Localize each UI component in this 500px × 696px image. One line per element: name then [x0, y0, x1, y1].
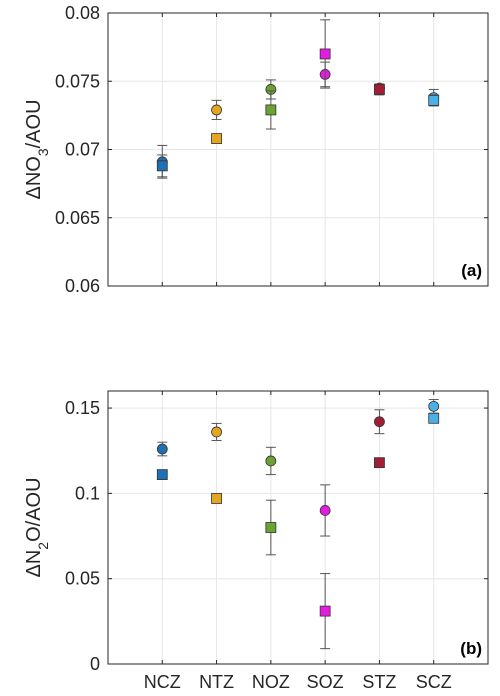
data-point-circle-ncz [156, 443, 168, 455]
data-point-circle-scz [428, 400, 440, 412]
y-tick-label: 0 [90, 654, 100, 674]
y-tick-label: 0.065 [55, 208, 100, 228]
axes-box [107, 390, 489, 665]
x-tick-label-stz: STZ [362, 672, 396, 692]
data-point-square-ncz [156, 469, 168, 481]
y-tick-label: 0.07 [65, 140, 100, 160]
data-point-circle-ntz [211, 104, 222, 116]
data-point-circle-noz [265, 455, 277, 467]
data-point-square-soz [319, 48, 331, 60]
data-point-square-stz [374, 84, 385, 95]
data-point-circle-soz [319, 505, 331, 516]
x-tick-label-ncz: NCZ [144, 672, 181, 692]
y-axis-label-rest: /AOU [23, 99, 45, 148]
y-axis-label-main: ΔN [23, 550, 45, 578]
data-point-square-scz [428, 94, 440, 106]
y-tick-label: 0.08 [65, 3, 100, 23]
data-point-square-scz [428, 412, 440, 424]
data-point-square-soz [319, 605, 331, 617]
data-point-circle-ntz [211, 426, 222, 438]
data-point-square-noz [265, 522, 277, 533]
y-tick-label: 0.075 [55, 71, 100, 91]
data-point-square-stz [374, 457, 385, 469]
y-tick-label: 0.05 [65, 569, 100, 589]
y-tick-label: 0.06 [65, 276, 100, 296]
x-tick-label-ntz: NTZ [199, 672, 234, 692]
y-axis-label: ΔN2O/AOU [23, 477, 51, 577]
x-tick-label-noz: NOZ [252, 672, 290, 692]
chart-panel-a: 0.06 0.065 0.07 0.075 0.08 ΔNO3/AOU (a) [23, 3, 489, 296]
data-point-square-ntz [211, 493, 222, 504]
x-tick-label-scz: SCZ [416, 672, 452, 692]
data-point-square-noz [265, 104, 277, 116]
y-axis-label-subscript: 3 [35, 148, 51, 156]
panel-label: (a) [461, 261, 482, 280]
chart-panel-b: 0 0.05 0.1 0.15 NCZ NTZ NOZ SOZ STZ SCZ ΔN2O/AOU (b… [23, 390, 489, 692]
y-tick-label: 0.15 [65, 398, 100, 418]
data-point-square-ntz [211, 133, 222, 144]
y-axis-label-main: ΔNO [23, 156, 45, 199]
data-point-square-ncz [156, 160, 168, 172]
y-tick-label: 0.1 [75, 483, 100, 503]
x-tick-label-soz: SOZ [307, 672, 344, 692]
data-point-circle-stz [374, 416, 385, 428]
panel-label: (b) [460, 639, 482, 658]
y-axis-label-rest: O/AOU [23, 477, 45, 541]
y-axis-label-subscript: 2 [35, 542, 51, 550]
y-axis-label: ΔNO3/AOU [23, 99, 51, 199]
